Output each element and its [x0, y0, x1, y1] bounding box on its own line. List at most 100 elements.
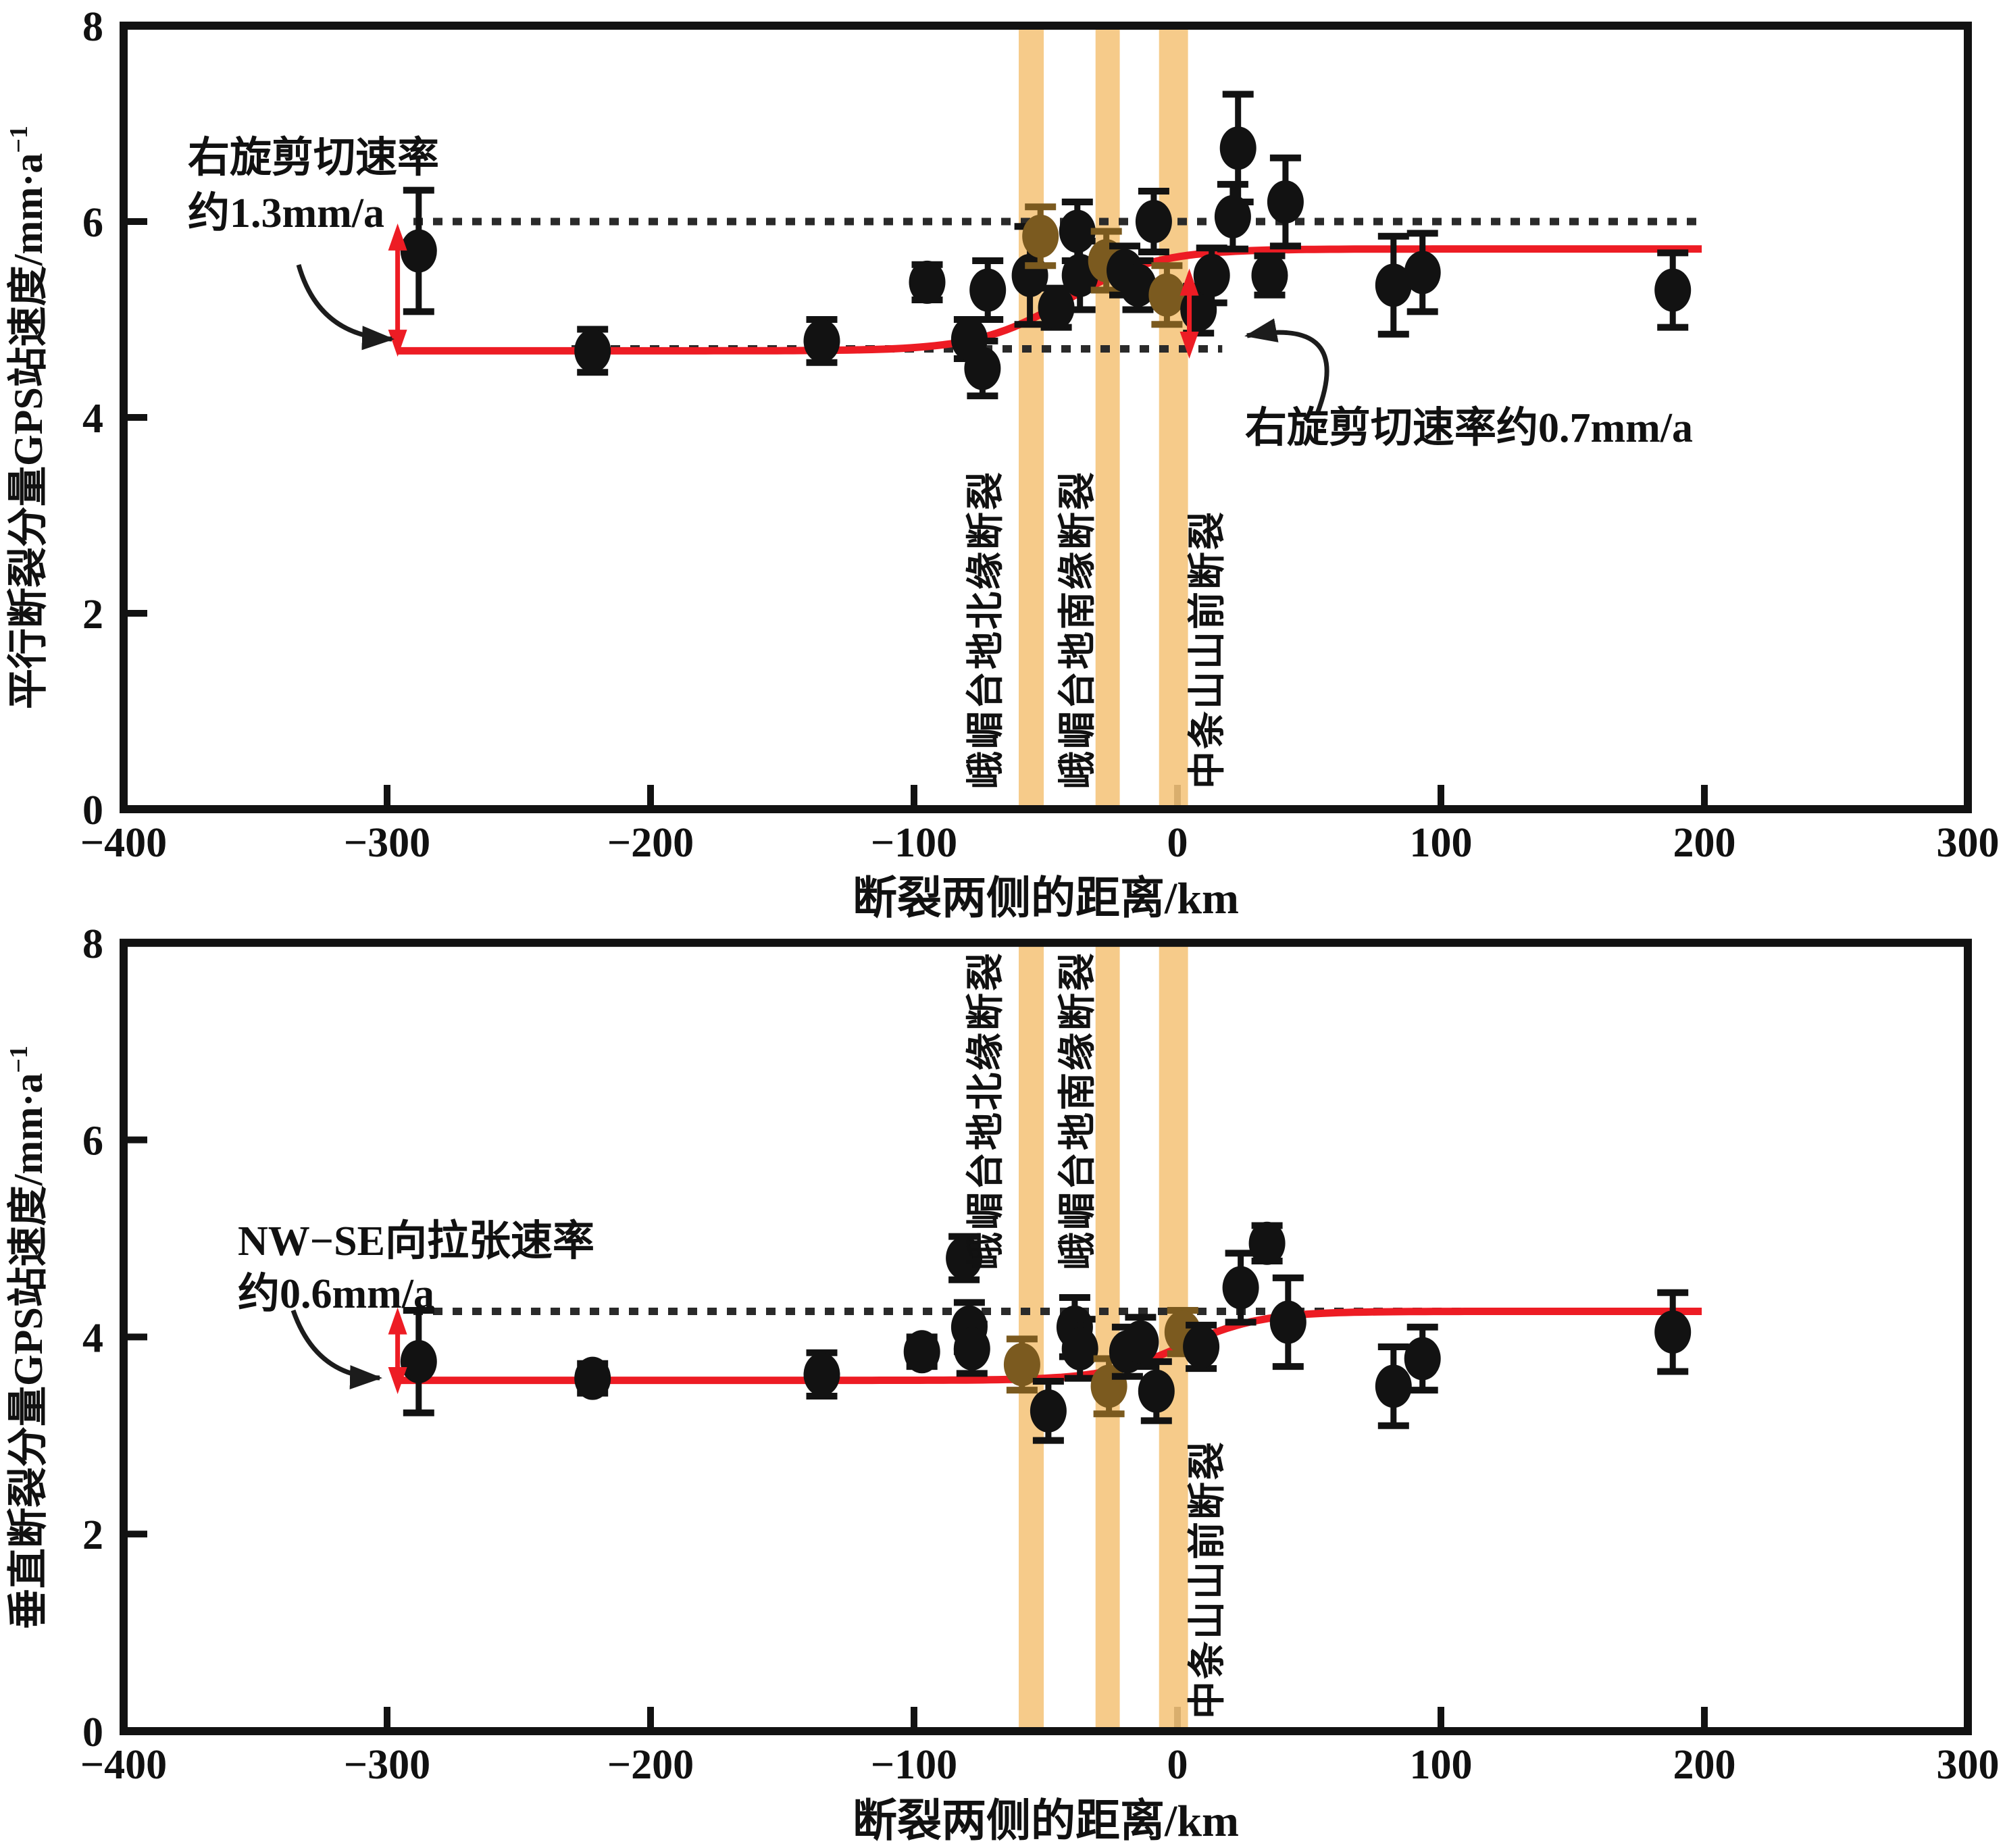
x-tick-label: 200: [1673, 1742, 1736, 1788]
fault-band: [1019, 29, 1044, 806]
bottom-x-axis-label: 断裂两侧的距离/km: [853, 1797, 1239, 1846]
bottom-y-axis-label-sup: −1: [5, 1046, 33, 1073]
fault-band-label: 峨嵋台地南缘断裂: [1057, 470, 1099, 789]
nw-se-extension-annotation-line2: 约0.6mm/a: [238, 1270, 434, 1317]
data-point: [1193, 245, 1230, 307]
point-marker: [574, 1356, 611, 1400]
point-marker: [1404, 251, 1441, 294]
y-tick: [127, 1531, 147, 1538]
top-y-axis-label-main: 平行断裂分量GPS站速度/mm·a: [6, 153, 51, 709]
point-marker: [909, 260, 946, 304]
fault-band-label: 峨嵋台地南缘断裂: [1057, 951, 1099, 1270]
data-point: [1248, 1221, 1286, 1265]
y-tick: [127, 610, 147, 617]
point-marker: [903, 1330, 940, 1374]
y-tick-label: 0: [82, 1710, 103, 1755]
x-tick-label: −200: [607, 1742, 694, 1788]
x-tick-label: 200: [1673, 820, 1736, 866]
dextral-shear-1p3-annotation-line1: 右旋剪切速率: [188, 134, 439, 181]
x-tick-label: −300: [344, 1742, 430, 1788]
y-tick-label: 0: [82, 788, 103, 833]
y-tick: [127, 218, 147, 225]
data-point: [1219, 91, 1257, 205]
x-tick-label: 300: [1937, 820, 2000, 866]
data-point: [803, 316, 840, 366]
data-point: [1135, 188, 1172, 255]
bottom-panel: −400 −300 −200 −100 0 100 200 300 0 2 4 6 8 峨嵋台地北缘断裂 峨…: [80, 921, 2000, 1788]
x-tick: [1701, 1707, 1708, 1727]
y-tick-label: 8: [82, 921, 103, 967]
data-point: [1267, 154, 1304, 250]
x-tick-label: −100: [871, 820, 957, 866]
fault-band-label: 峨嵋台地北缘断裂: [965, 470, 1007, 789]
point-marker: [1219, 126, 1257, 170]
y-tick-label: 4: [82, 1315, 103, 1361]
point-marker: [1214, 195, 1251, 238]
x-tick: [384, 1707, 390, 1727]
point-marker: [1119, 263, 1157, 307]
point-marker: [1003, 1343, 1040, 1387]
data-point: [1251, 252, 1288, 299]
point-marker: [1375, 1364, 1412, 1408]
bottom-y-axis-label-main: 垂直断裂分量GPS站速度/mm·a: [6, 1073, 51, 1629]
rate-arrow-head-up: [388, 223, 407, 251]
x-tick-label: −300: [344, 820, 430, 866]
data-point-on-fault: [1003, 1335, 1040, 1394]
point-marker: [946, 1236, 983, 1280]
data-point: [803, 1349, 840, 1400]
fault-band-label: 中条山山前断裂: [1187, 1440, 1229, 1719]
x-tick: [647, 785, 654, 805]
data-point: [1214, 180, 1251, 253]
rate-arrow-head-down: [388, 1367, 407, 1395]
rate-arrow: [388, 1307, 407, 1395]
point-marker: [1193, 253, 1230, 297]
point-marker: [803, 319, 840, 363]
data-point: [400, 1307, 437, 1416]
data-point: [953, 1320, 990, 1377]
data-point: [1122, 1314, 1159, 1370]
x-tick: [911, 1707, 917, 1727]
y-tick-label: 6: [82, 1119, 103, 1164]
top-y-axis-label: 平行断裂分量GPS站速度/mm·a−1: [5, 126, 51, 709]
fault-band: [1159, 29, 1188, 806]
x-tick-label: −400: [80, 820, 167, 866]
annotation-arrow: [1244, 318, 1329, 415]
data-point: [1030, 1378, 1067, 1444]
annotation-arrow: [296, 264, 395, 351]
data-point-on-fault: [1090, 1355, 1127, 1418]
data-point: [909, 260, 946, 304]
data-point: [903, 1330, 940, 1374]
x-tick: [1438, 1707, 1444, 1727]
point-marker: [400, 229, 437, 273]
y-tick-label: 2: [82, 1512, 103, 1558]
data-point: [400, 186, 437, 315]
point-marker: [1654, 268, 1692, 312]
x-tick: [1701, 785, 1708, 805]
y-tick: [127, 1333, 147, 1341]
data-point-on-fault: [1148, 262, 1186, 328]
x-tick-label: −100: [871, 1742, 957, 1788]
y-tick: [127, 1136, 147, 1144]
point-marker: [953, 1327, 990, 1370]
x-tick: [384, 785, 390, 805]
data-point: [1654, 249, 1692, 331]
dextral-shear-1p3-annotation-line2: 约1.3mm/a: [188, 190, 384, 236]
x-tick-label: −400: [80, 1742, 167, 1788]
data-point: [1183, 1321, 1220, 1372]
point-marker: [1183, 1325, 1220, 1368]
data-point: [1375, 232, 1412, 338]
point-marker: [969, 268, 1007, 312]
y-tick-label: 8: [82, 4, 103, 50]
point-marker: [574, 329, 611, 373]
data-point: [1375, 1343, 1412, 1429]
top-x-axis-label: 断裂两侧的距离/km: [853, 874, 1239, 923]
point-marker: [1038, 286, 1075, 330]
point-marker: [1267, 180, 1304, 224]
data-point: [1138, 1358, 1175, 1424]
bottom-y-axis-label: 垂直断裂分量GPS站速度/mm·a−1: [5, 1046, 51, 1629]
point-marker: [1251, 253, 1288, 297]
y-tick-label: 4: [82, 396, 103, 442]
point-marker: [803, 1352, 840, 1396]
